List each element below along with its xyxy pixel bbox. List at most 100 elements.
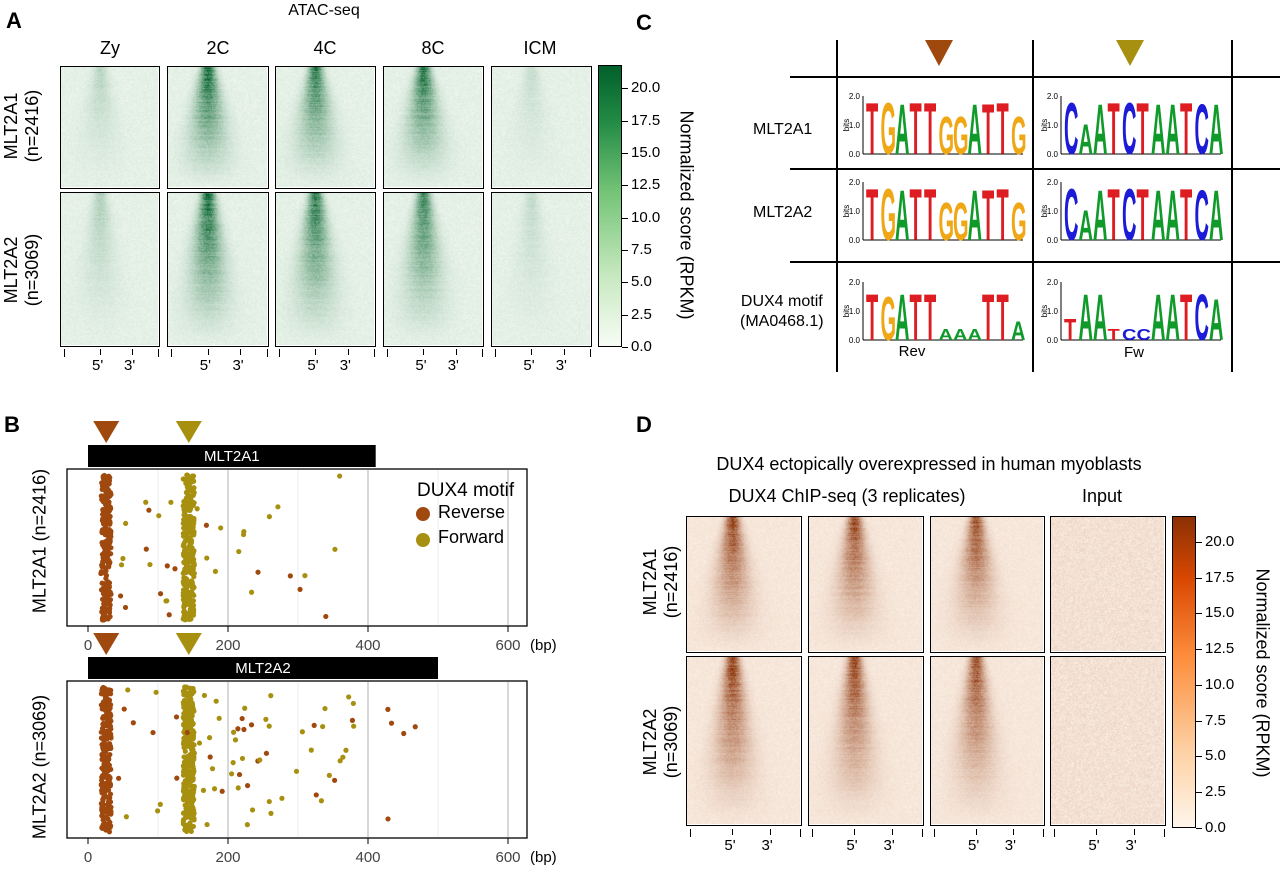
logo-y-label: bits: [1040, 205, 1049, 217]
logo-y-label: bits: [1040, 305, 1049, 317]
x-tick-label: 400: [355, 849, 380, 866]
logo-letter: T: [924, 282, 936, 355]
reverse-motif-dot: [166, 612, 172, 618]
forward-motif-dot: [343, 747, 349, 753]
legend-label-reverse: Reverse: [438, 502, 506, 522]
logo-letter: T: [924, 89, 936, 171]
forward-motif-dot: [190, 728, 196, 734]
reverse-motif-dot: [100, 614, 106, 620]
x-tick: [315, 349, 317, 355]
reverse-motif-dot: [104, 784, 111, 791]
logo-y-tick: 0.0: [1047, 150, 1059, 159]
logo-y-tick: 2.0: [849, 92, 861, 101]
reverse-motif-dot: [297, 586, 303, 593]
repeat-bar: [88, 657, 438, 679]
logo-letter: A: [939, 326, 954, 343]
reverse-motif-dot: [385, 816, 391, 822]
panel-d-colorbar-label: Normalized score (RPKM): [1252, 568, 1273, 778]
forward-motif-dot: [216, 715, 222, 721]
repeat-bar: [88, 445, 376, 467]
forward-motif-dot: [191, 756, 197, 763]
x-tick-label-3prime: 3': [883, 837, 895, 854]
panel-a-col-icm: ICM: [523, 38, 557, 58]
reverse-motif-dot: [103, 807, 110, 813]
x-tick: [100, 349, 101, 355]
panel-c-grid: [790, 40, 1280, 372]
x-tick: [1164, 829, 1165, 837]
x-tick: [1054, 829, 1055, 837]
forward-motif-dot: [189, 567, 195, 573]
forward-arrow: [175, 633, 202, 655]
logo-letter: T: [924, 175, 936, 257]
forward-motif-dot: [183, 496, 189, 502]
logo-y-label: bits: [842, 119, 851, 131]
reverse-motif-dot: [107, 605, 113, 611]
logo-y-tick: 1.0: [849, 121, 861, 130]
reverse-motif-dot: [100, 745, 107, 751]
x-tick: [64, 349, 65, 357]
forward-motif-dot: [332, 546, 338, 552]
forward-motif-dot: [318, 798, 324, 804]
reverse-motif-dot: [106, 532, 113, 538]
forward-motif-dot: [182, 529, 188, 536]
heatmap-d-mlt2a1-input: [1050, 516, 1166, 653]
heatmap-a-mlt2a2-icm: [491, 192, 592, 347]
forward-motif-dot: [350, 700, 356, 707]
colorbar-tick: [1196, 792, 1202, 794]
forward-motif-dot: [190, 733, 196, 740]
colorbar-tick: [622, 120, 628, 122]
forward-motif-dot: [182, 684, 188, 690]
reverse-motif-dot: [106, 822, 112, 828]
logo-letter: G: [1011, 105, 1027, 166]
forward-motif-dot: [337, 758, 343, 764]
reverse-motif-dot: [401, 730, 407, 737]
logo-y-label: bits: [1040, 119, 1049, 131]
logo-letter: C: [1195, 91, 1209, 170]
reverse-motif-dot: [101, 606, 107, 612]
logo-letter: G: [881, 175, 897, 257]
forward-motif-dot: [191, 609, 197, 615]
x-tick-label-5prime: 5': [968, 837, 980, 854]
forward-motif-dot: [322, 705, 328, 712]
x-tick-label-5prime: 5': [523, 357, 535, 374]
logo-letter: T: [866, 282, 878, 355]
panel-c-letter: C: [636, 10, 652, 35]
forward-motif-dot: [213, 698, 219, 704]
reverse-motif-dot: [105, 527, 111, 534]
panel-c-row-mlt2a2: MLT2A2: [753, 204, 813, 221]
forward-motif-dot: [279, 795, 285, 801]
colorbar-tick: [1196, 613, 1202, 615]
x-unit-label: (bp): [530, 637, 557, 654]
forward-motif-dot: [191, 532, 197, 538]
reverse-motif-dot: [102, 723, 108, 729]
heatmap-a-mlt2a1-2c: [167, 66, 269, 189]
logo-y-tick: 0.0: [849, 336, 861, 345]
logo-letter: A: [1166, 282, 1180, 355]
reverse-motif-dot: [164, 563, 170, 569]
forward-motif-dot: [123, 520, 129, 527]
reverse-motif-dot: [103, 513, 109, 519]
forward-motif-dot: [232, 737, 239, 743]
x-tick: [531, 349, 533, 355]
forward-motif-dot: [118, 562, 125, 568]
x-tick: [1043, 829, 1044, 837]
reverse-motif-dot: [100, 508, 106, 514]
logo-letter: G: [939, 191, 955, 252]
forward-motif-dot: [184, 822, 190, 828]
x-tick: [976, 829, 977, 835]
colorbar-tick-label: 7.5: [631, 240, 652, 258]
heatmap-d-mlt2a2-rep3: [930, 656, 1045, 826]
reverse-motif-dot: [146, 507, 152, 513]
heatmap-a-mlt2a2-zy: [60, 192, 160, 347]
logo-letter: A: [1093, 177, 1107, 256]
x-tick-label: 200: [215, 849, 240, 866]
forward-motif-dot: [181, 793, 188, 799]
forward-motif-dot: [186, 697, 192, 703]
forward-motif-dot: [241, 528, 247, 535]
reverse-motif-dot: [102, 602, 108, 608]
panel-a-title: ATAC-seq: [288, 2, 360, 19]
forward-motif-dot: [196, 740, 203, 746]
reverse-motif-dot: [121, 706, 127, 712]
forward-motif-dot: [123, 814, 129, 820]
forward-arrow: [175, 421, 202, 443]
